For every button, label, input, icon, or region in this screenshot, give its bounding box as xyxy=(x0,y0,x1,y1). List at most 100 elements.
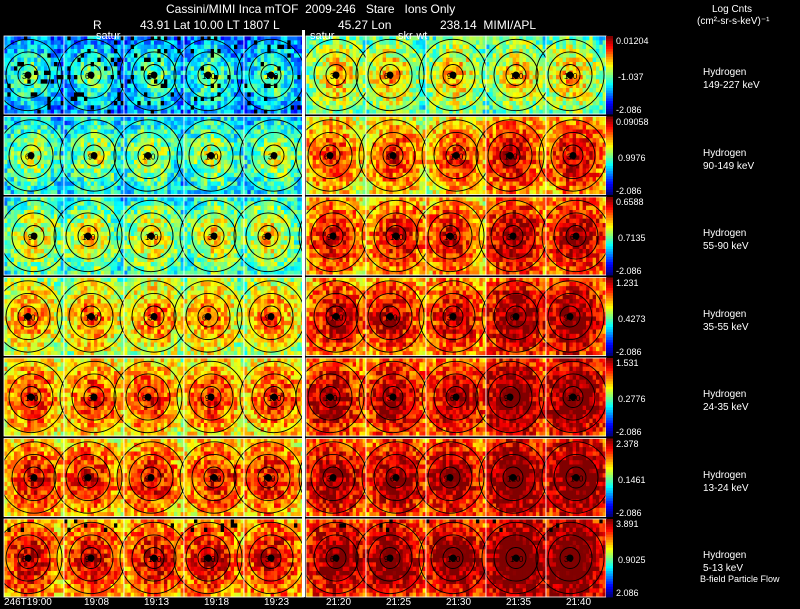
colorbar-max: 0.6588 xyxy=(616,197,644,207)
contour-label: 150 xyxy=(510,555,524,564)
image-cell: 90 xyxy=(56,518,126,598)
image-cell: 150 xyxy=(535,35,607,115)
contour-label: 30 xyxy=(148,314,157,323)
contour-label: 120 xyxy=(208,475,222,484)
colorbar-mid: -1.037 xyxy=(618,72,644,82)
image-cell: 30 xyxy=(478,196,548,276)
time-label: 21:25 xyxy=(386,597,411,608)
contour-label: 120 xyxy=(82,233,96,242)
colorbar-min: -2.086 xyxy=(616,266,642,276)
contour-label: 90 xyxy=(148,72,157,81)
units-sub: (cm²-sr-s-keV)⁻¹ xyxy=(697,15,769,29)
image-cell: 120 xyxy=(179,438,249,517)
contour-label: 150 xyxy=(85,314,99,323)
contour-label: 120 xyxy=(450,153,464,162)
image-cell: 60 xyxy=(541,196,611,276)
image-cell: 30 xyxy=(119,277,189,356)
contour-label: 150 xyxy=(384,314,398,323)
time-label: 19:13 xyxy=(144,597,169,608)
image-cell: 60 xyxy=(421,357,491,437)
image-cell: 120 xyxy=(173,35,245,115)
image-cell: 120 xyxy=(0,277,65,356)
time-label: 19:08 xyxy=(84,597,109,608)
time-label: 19:23 xyxy=(264,597,289,608)
contour-label: 30 xyxy=(265,555,274,564)
contour-label: 120 xyxy=(447,555,461,564)
species-label: Hydrogen xyxy=(703,550,746,562)
image-cell: 90 xyxy=(236,277,306,356)
energy-range: 35-55 keV xyxy=(703,322,749,334)
time-label: 21:20 xyxy=(326,597,351,608)
image-cell: 90 xyxy=(415,438,487,517)
image-cell: 90 xyxy=(116,438,186,517)
colorbar-mid: 0.1461 xyxy=(618,475,646,485)
colorbar xyxy=(606,277,613,356)
contour-label: 90 xyxy=(504,394,513,403)
species-label: Hydrogen xyxy=(703,228,746,240)
contour-label: 30 xyxy=(564,555,573,564)
image-cell: 150 xyxy=(541,438,611,517)
colorbar-max: 2.378 xyxy=(616,439,639,449)
image-cell: 30 xyxy=(535,518,607,598)
image-cell: 90 xyxy=(298,196,368,276)
contour-label: 60 xyxy=(22,555,31,564)
contour-label: 60 xyxy=(142,394,151,403)
contour-label: 30 xyxy=(268,153,277,162)
contour-label: 90 xyxy=(88,153,97,162)
contour-label: 90 xyxy=(265,314,274,323)
image-cell: 150 xyxy=(415,196,487,276)
contour-label: 60 xyxy=(390,475,399,484)
image-cell: 60 xyxy=(113,357,185,437)
contour-label: 150 xyxy=(25,394,39,403)
contour-label: 60 xyxy=(384,72,393,81)
energy-range: 149-227 keV xyxy=(703,80,760,92)
contour-label: 120 xyxy=(567,394,581,403)
contour-label: 120 xyxy=(510,72,524,81)
image-cell: 60 xyxy=(233,196,305,276)
colorbar xyxy=(606,438,613,517)
image-cell: 120 xyxy=(53,196,125,276)
contour-label: 150 xyxy=(564,72,578,81)
image-cell: 90 xyxy=(119,35,189,115)
contour-label: 120 xyxy=(22,314,36,323)
colorbar-max: 3.891 xyxy=(616,519,639,529)
contour-label: 120 xyxy=(330,314,344,323)
contour-label: 90 xyxy=(564,314,573,323)
image-cell: 120 xyxy=(239,357,309,437)
image-cell: 60 xyxy=(301,518,371,598)
contour-label: 30 xyxy=(507,233,516,242)
contour-label: 120 xyxy=(507,475,521,484)
contour-label: 90 xyxy=(444,475,453,484)
image-cell: 150 xyxy=(116,196,186,276)
image-cell: 30 xyxy=(0,438,69,517)
energy-range: 13-24 keV xyxy=(703,483,749,495)
image-cell: 90 xyxy=(355,518,427,598)
units-title: Log Cnts xyxy=(712,3,752,17)
colorbar xyxy=(606,197,613,276)
image-cell: 150 xyxy=(176,116,246,195)
image-cell: 150 xyxy=(295,357,367,437)
image-cell: 120 xyxy=(113,116,185,195)
contour-label: 90 xyxy=(447,72,456,81)
contour-label: 60 xyxy=(25,153,34,162)
image-cell: 60 xyxy=(361,438,431,517)
contour-label: 150 xyxy=(444,233,458,242)
image-cell: 60 xyxy=(355,35,427,115)
orbit-lon: 45.27 Lon xyxy=(338,18,391,32)
image-cell: 120 xyxy=(421,116,491,195)
contour-label: 60 xyxy=(450,394,459,403)
colorbar-mid: 0.9976 xyxy=(618,153,646,163)
colorbar-min: 2.086 xyxy=(616,588,639,598)
time-label: 21:30 xyxy=(446,597,471,608)
contour-label: 30 xyxy=(330,72,339,81)
colorbar-min: -2.086 xyxy=(616,508,642,518)
image-cell: 90 xyxy=(59,116,129,195)
contour-label: 60 xyxy=(570,233,579,242)
footer-note: B-field Particle Flow xyxy=(700,573,780,585)
colorbar-mid: 0.9025 xyxy=(618,555,646,565)
contour-label: 90 xyxy=(28,233,37,242)
plot-title: Cassini/MIMI Inca mTOF 2009-246 Stare Io… xyxy=(166,2,455,16)
colorbar-max: 0.01204 xyxy=(616,36,649,46)
contour-label: 30 xyxy=(387,394,396,403)
